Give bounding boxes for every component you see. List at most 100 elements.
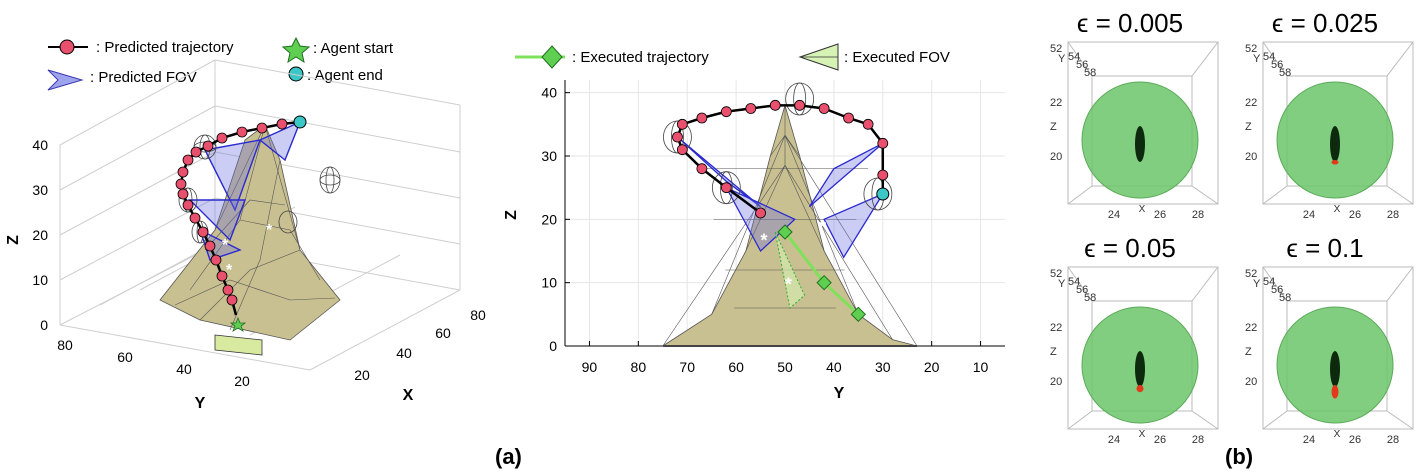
point-cloud-dark (1135, 126, 1145, 162)
panel-box-edge (1262, 266, 1288, 302)
svg-text:*: * (266, 222, 273, 239)
plot-area: * * * 90 80 70 60 50 40 30 20 10 0 10 20 30 40 (541, 80, 1005, 375)
z-tick-label: 22 (1245, 322, 1257, 334)
panel-box-outer (1262, 266, 1414, 430)
svg-text:60: 60 (117, 349, 133, 365)
z-tick-label: 20 (1050, 376, 1062, 388)
x-tick-label: 24 (1303, 434, 1315, 446)
legend-executed: : Executed trajectory : Executed FOV (515, 43, 950, 71)
fov-wedge (823, 192, 885, 259)
exec-x-axis-label: Y (834, 385, 845, 402)
panel-box-edge (1191, 185, 1219, 205)
mesh-line (784, 165, 825, 252)
svg-text:40: 40 (176, 361, 192, 377)
legend-agent-end: : Agent end (307, 67, 383, 84)
mesh-line (662, 165, 786, 347)
legend-executed-trajectory: : Executed trajectory (572, 49, 709, 66)
target-asterisk: * (760, 230, 767, 250)
y-tick-label: 56 (1271, 59, 1283, 71)
x-axis-ticks: 20 40 60 80 (354, 307, 486, 383)
x-tick-label: 50 (777, 359, 793, 375)
mesh-line (784, 135, 918, 347)
figure-label-b: (b) (1225, 444, 1254, 469)
x-tick-label: 26 (1154, 434, 1166, 446)
z-tick-label: 22 (1050, 97, 1062, 109)
trajectory-marker (672, 131, 683, 143)
svg-text:20: 20 (32, 227, 48, 243)
predicted-3d-plot: : Predicted trajectory : Predicted FOV :… (5, 36, 486, 412)
mesh-line (711, 135, 786, 315)
y-tick-label: 0 (549, 338, 557, 354)
panel-box-edge (1067, 41, 1093, 77)
panel-box-edge (1386, 410, 1414, 430)
z-axis-label: Z (1050, 121, 1057, 133)
svg-text:40: 40 (396, 345, 412, 361)
svg-text:0: 0 (40, 317, 48, 333)
y-tick-label: 56 (1271, 284, 1283, 296)
legend-executed-fov: : Executed FOV (844, 49, 950, 66)
svg-text:40: 40 (32, 137, 48, 153)
target-asterisk: * (785, 275, 792, 295)
z-axis-label: Z (1245, 121, 1252, 133)
trajectory-marker (843, 112, 854, 124)
z-axis-ticks: 0 10 20 30 40 (32, 137, 48, 333)
executed-diamond-icon (541, 45, 563, 69)
surface-layer (661, 103, 918, 347)
executed-fov-wedge (774, 231, 806, 309)
y-tick-label: 58 (1279, 67, 1291, 79)
uncertainty-ellipsoid-inner (671, 120, 684, 154)
svg-text:20: 20 (234, 373, 250, 389)
panel-box-edge (1262, 185, 1288, 205)
x-axis-label: X (1139, 204, 1146, 215)
z-tick-label: 20 (1245, 151, 1257, 163)
predicted-fov-wedges (188, 120, 302, 261)
x-tick-label: 24 (1108, 434, 1120, 446)
legend-predicted-trajectory: : Predicted trajectory (96, 39, 234, 56)
panel-box-edge (1386, 266, 1414, 302)
epsilon-panel-title: ϵ = 0.025 (1272, 8, 1378, 38)
executed-2d-plot: : Executed trajectory : Executed FOV ***… (503, 43, 1005, 402)
trajectory-marker-icon (59, 39, 75, 55)
svg-text:*: * (226, 262, 233, 279)
legend-predicted: : Predicted trajectory : Predicted FOV :… (47, 36, 394, 91)
panel-box-edge (1386, 185, 1414, 205)
x-tick-label: 60 (728, 359, 744, 375)
trajectory-marker (862, 118, 874, 130)
x-tick-label: 40 (826, 359, 842, 375)
y-tick-label: 56 (1076, 59, 1088, 71)
legend-agent-start: : Agent start (313, 40, 394, 57)
y-tick-label: 52 (1245, 43, 1257, 55)
y-tick-label: 54 (1068, 51, 1080, 63)
mesh-line (784, 165, 893, 340)
point-cloud-dark (1135, 351, 1145, 387)
x-axis-label: X (1334, 204, 1341, 215)
svg-text:80: 80 (470, 307, 486, 323)
agent-start-icon (281, 36, 311, 64)
y-tick-label: 54 (1263, 51, 1275, 63)
x-tick-label: 26 (1349, 209, 1361, 221)
y-tick-label: 56 (1076, 284, 1088, 296)
fov-wedge (724, 186, 796, 253)
x-tick-label: 28 (1192, 434, 1204, 446)
y-tick-label: 58 (1084, 67, 1096, 79)
panel-box-outer (1067, 41, 1219, 205)
z-tick-label: 22 (1245, 97, 1257, 109)
x-tick-label: 80 (631, 359, 647, 375)
fov-icon (47, 69, 84, 91)
panel-box-outer (1067, 266, 1219, 430)
x-ticks: 90 80 70 60 50 40 30 20 10 (582, 359, 989, 375)
trajectory-marker (696, 163, 708, 175)
trajectory-marker (720, 182, 732, 194)
epsilon-panel-title: ϵ = 0.05 (1084, 233, 1176, 263)
predicted-layer (672, 99, 890, 219)
trajectory-marker (818, 103, 830, 114)
point-cloud-dark (1330, 351, 1340, 387)
y-tick-label: 54 (1068, 276, 1080, 288)
trajectory-marker (696, 112, 708, 124)
y-tick-label: 10 (541, 275, 557, 291)
y-axis-label: Y (1253, 53, 1261, 65)
fov-wedge (677, 136, 761, 208)
